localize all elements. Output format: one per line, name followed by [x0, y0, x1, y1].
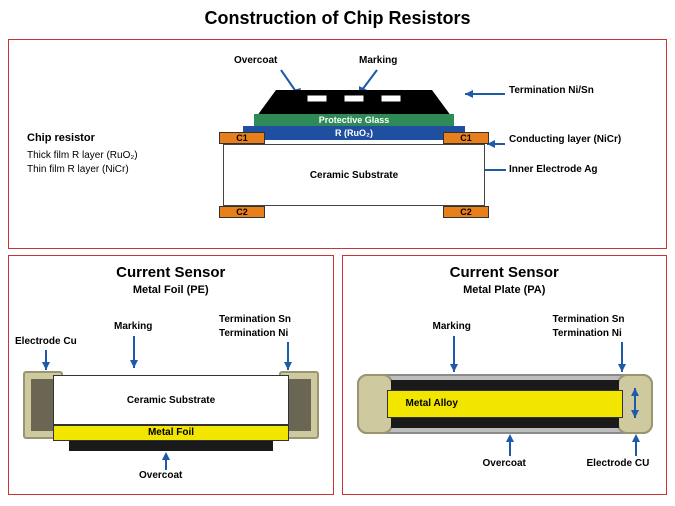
plate-subtitle: Metal Plate (PA) [343, 284, 667, 296]
conducting-label: Conducting layer (NiCr) [509, 134, 621, 145]
protective-glass-layer: Protective Glass [254, 114, 454, 126]
electrode-cu-label: Electrode Cu [15, 336, 77, 347]
sensor-row: Current Sensor Metal Foil (PE) Electrode… [8, 255, 667, 495]
overcoat-label: Overcoat [234, 55, 277, 66]
page-title: Construction of Chip Resistors [0, 0, 675, 35]
metal-plate-panel: Current Sensor Metal Plate (PA) Marking … [342, 255, 668, 495]
c2-left-text: C2 [220, 207, 264, 217]
c2-right: C2 [443, 206, 489, 218]
ceramic-substrate: Ceramic Substrate [223, 144, 485, 206]
termination-label: Termination Ni/Sn [509, 85, 594, 96]
c2-right-text: C2 [444, 207, 488, 217]
metal-foil-text: Metal Foil [54, 426, 288, 440]
foil-marking-arrow [127, 334, 141, 372]
chip-resistor-sub2: Thin film R layer (NiCr) [27, 164, 129, 175]
plate-electrode-arrow [629, 432, 643, 458]
plate-top-dark [391, 380, 619, 390]
foil-termni-label: Termination Ni [219, 328, 288, 339]
c2-left: C2 [219, 206, 265, 218]
foil-termsn-label: Termination Sn [219, 314, 291, 325]
foil-overcoat-arrow [159, 450, 173, 472]
c1-left: C1 [219, 132, 265, 144]
plate-alloy-arrow [625, 386, 645, 422]
plate-marking-arrow [447, 334, 461, 376]
plate-bottom-dark [391, 418, 619, 428]
foil-right-inner [287, 379, 311, 431]
foil-subtitle: Metal Foil (PE) [9, 284, 333, 296]
r-layer-text: R (RuO₂) [243, 126, 465, 140]
metal-foil-layer: Metal Foil [53, 425, 289, 441]
c1-right: C1 [443, 132, 489, 144]
foil-substrate-text: Ceramic Substrate [54, 376, 288, 426]
inner-electrode-label: Inner Electrode Ag [509, 164, 598, 175]
substrate-text: Ceramic Substrate [224, 145, 484, 207]
plate-title: Current Sensor [343, 264, 667, 281]
foil-marking-label: Marking [114, 321, 152, 332]
title-text: Construction of Chip Resistors [204, 8, 470, 28]
foil-substrate: Ceramic Substrate [53, 375, 289, 425]
chip-resistor-sub1: Thick film R layer (RuO₂) [27, 150, 138, 161]
plate-marking-label: Marking [433, 321, 471, 332]
marking-notches [307, 90, 401, 98]
foil-term-arrow [281, 340, 295, 374]
protective-glass-text: Protective Glass [254, 114, 454, 126]
metal-alloy-layer: Metal Alloy [387, 390, 623, 418]
foil-title: Current Sensor [9, 264, 333, 281]
chip-resistor-title: Chip resistor [27, 132, 95, 144]
plate-termni-label: Termination Ni [553, 328, 622, 339]
plate-term-arrow [615, 340, 629, 376]
plate-electrode-label: Electrode CU [587, 458, 650, 469]
plate-overcoat-label: Overcoat [483, 458, 526, 469]
foil-left-inner [31, 379, 55, 431]
plate-termsn-label: Termination Sn [553, 314, 625, 325]
c1-right-text: C1 [444, 133, 488, 143]
chip-resistor-panel: Chip resistor Thick film R layer (RuO₂) … [8, 39, 667, 249]
r-layer: R (RuO₂) [243, 126, 465, 140]
plate-overcoat-arrow [503, 432, 517, 458]
c1-left-text: C1 [220, 133, 264, 143]
metal-alloy-text: Metal Alloy [388, 391, 622, 417]
termination-arrow [459, 88, 507, 100]
marking-label: Marking [359, 55, 397, 66]
metal-foil-panel: Current Sensor Metal Foil (PE) Electrode… [8, 255, 334, 495]
